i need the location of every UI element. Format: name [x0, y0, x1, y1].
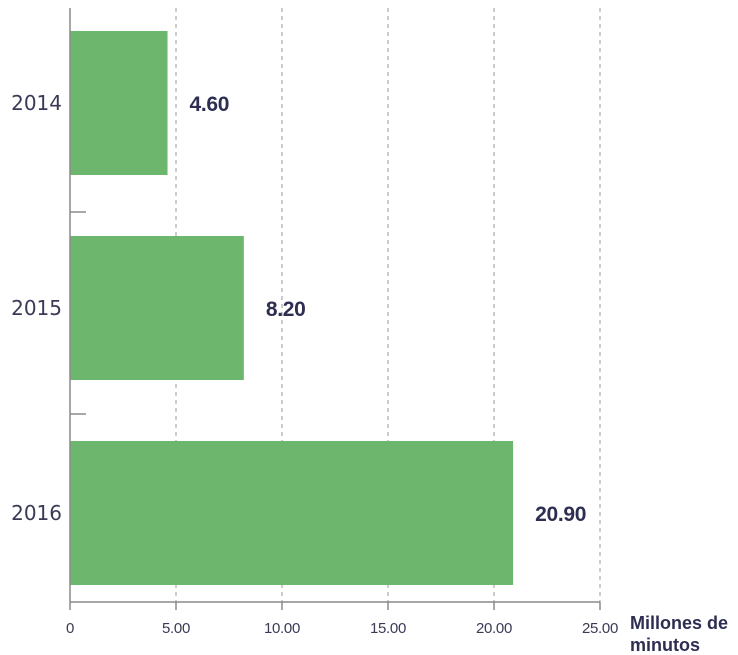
labels: 2014 4.60 2015 8.20 2016 20.90 0 5.00 10.00 15.00… — [11, 91, 618, 637]
x-tick-label-0: 0 — [66, 620, 74, 637]
x-tick-label-1: 5.00 — [162, 620, 190, 637]
category-label-2016: 2016 — [11, 501, 62, 525]
value-label-2015: 8.20 — [266, 298, 306, 321]
category-label-2015: 2015 — [11, 296, 62, 320]
x-axis-title-line-2: minutos — [630, 635, 700, 655]
x-axis-title-line-1: Millones de — [630, 613, 728, 633]
bar-2014 — [70, 31, 168, 175]
bar-2015 — [70, 236, 244, 380]
category-label-2014: 2014 — [11, 91, 62, 115]
axes — [69, 8, 601, 610]
x-tick-label-2: 10.00 — [264, 620, 300, 637]
x-tick-label-5: 25.00 — [582, 620, 618, 637]
x-tick-label-3: 15.00 — [370, 620, 406, 637]
bars — [70, 31, 514, 585]
bar-2016 — [70, 441, 514, 585]
value-label-2014: 4.60 — [190, 93, 230, 116]
value-label-2016: 20.90 — [535, 503, 586, 526]
x-tick-label-4: 20.00 — [476, 620, 512, 637]
